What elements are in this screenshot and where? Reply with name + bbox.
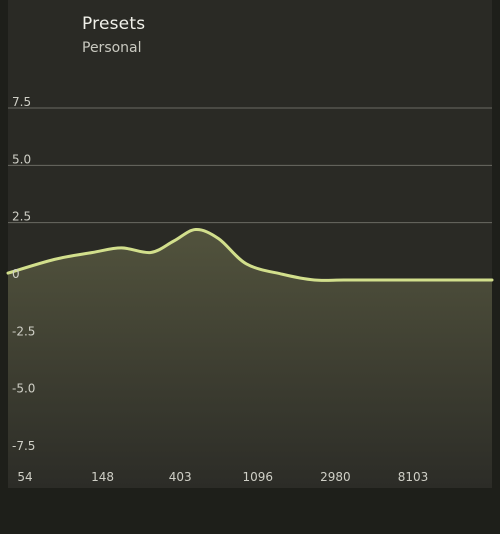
y-tick-label: 5.0: [12, 152, 31, 166]
y-tick-label: -7.5: [12, 439, 35, 453]
x-tick-label: 2980: [320, 470, 351, 484]
y-tick-label: -2.5: [12, 324, 35, 338]
preset-name: Personal: [82, 40, 142, 56]
y-tick-label: 0: [12, 267, 20, 281]
y-tick-label: 2.5: [12, 210, 31, 224]
y-tick-label: -5.0: [12, 382, 35, 396]
x-tick-label: 403: [169, 470, 192, 484]
eq-curve-fill: [8, 229, 492, 488]
x-tick-label: 54: [17, 470, 32, 484]
label-layer: 7.5 5.0 2.5 0 -2.5 -5.0 -7.5 54 148 403 1096 2980 81…: [12, 95, 428, 484]
x-tick-label: 8103: [398, 470, 429, 484]
y-tick-label: 7.5: [12, 95, 31, 109]
x-tick-label: 1096: [243, 470, 274, 484]
preset-header[interactable]: Presets Personal: [82, 14, 145, 56]
x-tick-label: 148: [91, 470, 114, 484]
preset-title: Presets: [82, 14, 146, 34]
line-layer: [6, 228, 494, 282]
area-layer: [8, 229, 492, 488]
eq-curve-line[interactable]: [6, 228, 494, 282]
